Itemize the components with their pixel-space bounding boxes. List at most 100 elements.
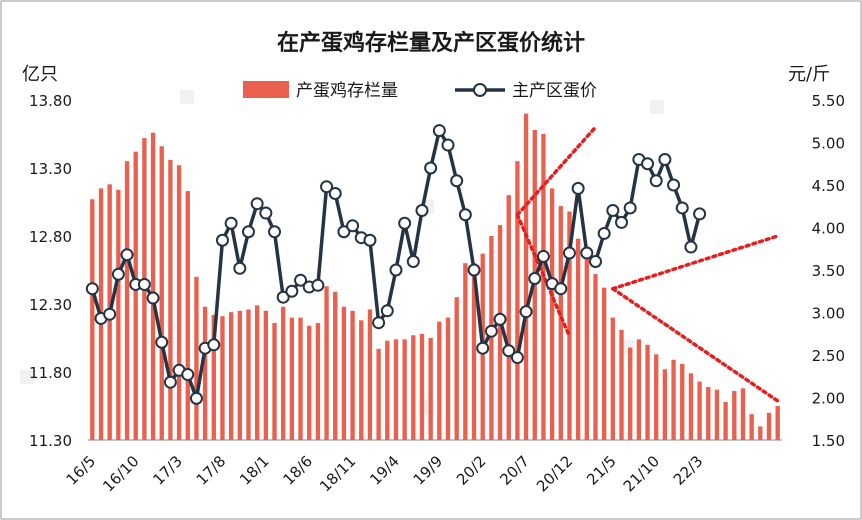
price-point-9 bbox=[163, 375, 177, 389]
trend-line-3 bbox=[611, 286, 780, 403]
bar-27 bbox=[324, 286, 329, 440]
bar-23 bbox=[289, 317, 295, 440]
bar-68 bbox=[680, 363, 685, 440]
bar-18 bbox=[246, 309, 251, 440]
price-point-26 bbox=[311, 278, 325, 292]
bar-52 bbox=[541, 134, 546, 440]
bar-19 bbox=[254, 305, 260, 440]
y-left-tick-3: 12.30 bbox=[29, 296, 72, 314]
bar-17 bbox=[237, 310, 242, 440]
bar-61 bbox=[619, 329, 624, 440]
bar-3 bbox=[116, 189, 121, 440]
bar-15 bbox=[220, 316, 225, 440]
bar-42 bbox=[454, 297, 459, 440]
price-point-51 bbox=[528, 272, 542, 285]
bar-35 bbox=[393, 339, 399, 440]
y-right-tick-5: 3.00 bbox=[812, 305, 845, 323]
bar-20 bbox=[263, 310, 269, 440]
bar-75 bbox=[740, 388, 746, 440]
bar-47 bbox=[497, 225, 503, 440]
price-point-43 bbox=[458, 208, 472, 222]
price-point-65 bbox=[649, 174, 663, 188]
bar-46 bbox=[489, 236, 494, 440]
bar-40 bbox=[437, 321, 442, 440]
bar-53 bbox=[549, 188, 555, 440]
y-left-axis-label: 亿只 bbox=[22, 64, 58, 85]
bar-65 bbox=[654, 354, 659, 440]
y-right-tick-1: 5.00 bbox=[812, 135, 845, 153]
y-right-axis-label: 元/斤 bbox=[788, 64, 830, 85]
legend-line-marker bbox=[473, 83, 487, 97]
bar-74 bbox=[732, 391, 737, 440]
price-point-59 bbox=[597, 226, 611, 240]
price-point-55 bbox=[562, 246, 576, 260]
price-point-27 bbox=[320, 180, 334, 194]
bar-56 bbox=[575, 238, 581, 440]
price-point-7 bbox=[146, 291, 160, 305]
bar-0 bbox=[90, 199, 95, 440]
bar-28 bbox=[333, 291, 338, 440]
price-point-41 bbox=[441, 138, 455, 152]
price-point-30 bbox=[346, 219, 360, 233]
bar-24 bbox=[298, 317, 303, 440]
price-point-14 bbox=[207, 338, 221, 352]
y-left-tick-0: 13.80 bbox=[29, 92, 72, 110]
bar-32 bbox=[367, 309, 373, 440]
price-point-39 bbox=[424, 161, 438, 175]
bar-43 bbox=[463, 263, 468, 440]
legend-bar-label: 产蛋鸡存栏量 bbox=[296, 81, 398, 101]
bar-29 bbox=[341, 306, 347, 440]
bar-63 bbox=[636, 339, 642, 440]
price-point-2 bbox=[103, 307, 117, 321]
y-right-tick-6: 2.50 bbox=[812, 347, 845, 365]
legend-bar-swatch bbox=[243, 81, 289, 98]
y-right-tick-7: 2.00 bbox=[812, 390, 845, 408]
price-point-3 bbox=[111, 267, 125, 281]
price-point-67 bbox=[667, 178, 681, 192]
bar-60 bbox=[610, 317, 616, 440]
price-point-6 bbox=[137, 277, 151, 291]
price-point-12 bbox=[189, 391, 203, 405]
price-point-35 bbox=[389, 263, 403, 277]
price-point-50 bbox=[519, 305, 533, 319]
price-point-23 bbox=[285, 284, 299, 298]
bar-59 bbox=[601, 287, 607, 440]
price-point-66 bbox=[658, 153, 672, 166]
bar-34 bbox=[385, 340, 390, 440]
price-point-47 bbox=[493, 312, 507, 326]
price-point-58 bbox=[588, 255, 602, 268]
bar-76 bbox=[749, 414, 754, 440]
bar-79 bbox=[775, 406, 780, 440]
legend-line-label: 主产区蛋价 bbox=[512, 81, 597, 101]
price-point-4 bbox=[120, 248, 134, 262]
bar-41 bbox=[445, 317, 451, 440]
price-point-45 bbox=[476, 341, 490, 355]
y-left-tick-4: 11.80 bbox=[29, 364, 72, 382]
price-point-60 bbox=[606, 204, 620, 217]
bar-58 bbox=[593, 274, 598, 440]
y-right-tick-3: 4.00 bbox=[812, 220, 845, 238]
y-left-tick-2: 12.80 bbox=[29, 228, 72, 246]
bar-49 bbox=[515, 161, 520, 440]
bar-16 bbox=[228, 312, 234, 440]
bar-37 bbox=[411, 335, 416, 440]
price-point-34 bbox=[380, 304, 394, 318]
bar-7 bbox=[150, 132, 156, 440]
bar-77 bbox=[758, 426, 763, 440]
bar-66 bbox=[662, 369, 668, 440]
price-point-62 bbox=[623, 201, 637, 215]
bar-54 bbox=[558, 206, 563, 440]
bar-9 bbox=[168, 159, 173, 440]
price-point-17 bbox=[233, 261, 247, 275]
bar-64 bbox=[645, 344, 650, 440]
bar-26 bbox=[315, 323, 321, 440]
trend-line-0 bbox=[515, 125, 598, 217]
bar-73 bbox=[723, 401, 728, 440]
price-point-21 bbox=[268, 225, 282, 239]
bar-44 bbox=[471, 263, 477, 440]
bar-12 bbox=[194, 276, 199, 440]
price-point-37 bbox=[406, 255, 420, 268]
price-point-11 bbox=[181, 368, 195, 382]
price-point-29 bbox=[337, 225, 351, 239]
